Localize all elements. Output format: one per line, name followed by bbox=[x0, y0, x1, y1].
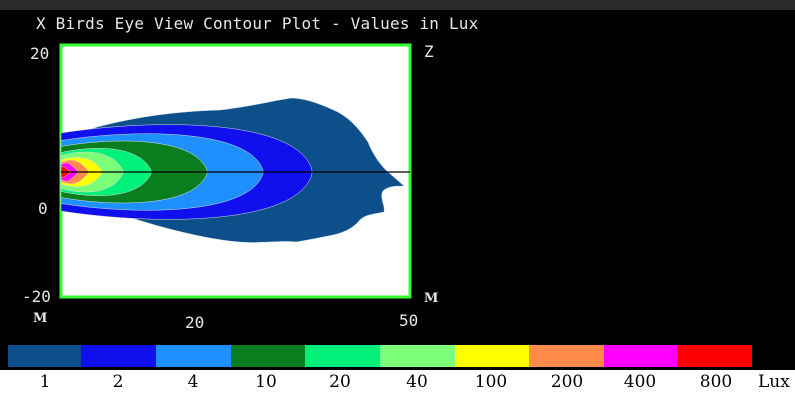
contour-plot bbox=[59, 43, 412, 299]
legend-swatch-20 bbox=[305, 345, 380, 367]
legend-swatch-100 bbox=[455, 345, 529, 367]
legend-label-100: 100 bbox=[474, 372, 508, 392]
legend-unit: Lux bbox=[758, 372, 790, 392]
legend-swatch-200 bbox=[529, 345, 604, 367]
legend-swatch-800 bbox=[677, 345, 752, 367]
y-tick-20: 20 bbox=[30, 44, 50, 63]
legend-labels: Lux 1 2 4 10 20 40 100 200 400 800 bbox=[0, 370, 795, 394]
legend-swatch-1 bbox=[8, 345, 81, 367]
legend-label-200: 200 bbox=[550, 372, 584, 392]
legend-swatch-4 bbox=[156, 345, 231, 367]
legend-swatch-400 bbox=[604, 345, 677, 367]
legend-label-10: 10 bbox=[255, 372, 277, 392]
legend-label-20: 20 bbox=[329, 372, 351, 392]
y-unit-label: M bbox=[33, 311, 48, 326]
y-tick-0: 0 bbox=[38, 199, 48, 218]
legend-label-40: 40 bbox=[406, 372, 428, 392]
legend-colorbar bbox=[8, 345, 756, 367]
x-unit-label: M bbox=[424, 291, 439, 306]
legend-swatch-2 bbox=[81, 345, 156, 367]
chart-title: X Birds Eye View Contour Plot - Values i… bbox=[36, 14, 479, 33]
legend-swatch-40 bbox=[380, 345, 455, 367]
x-tick-50: 50 bbox=[399, 311, 419, 330]
z-label: Z bbox=[424, 42, 434, 61]
legend-label-400: 400 bbox=[623, 372, 657, 392]
legend-label-800: 800 bbox=[699, 372, 733, 392]
y-tick-minus-20: -20 bbox=[22, 287, 51, 306]
top-band bbox=[0, 0, 795, 10]
x-tick-20: 20 bbox=[185, 313, 205, 332]
legend-label-1: 1 bbox=[39, 372, 51, 392]
legend-swatch-10 bbox=[231, 345, 305, 367]
legend-label-2: 2 bbox=[112, 372, 124, 392]
legend-label-4: 4 bbox=[187, 372, 199, 392]
